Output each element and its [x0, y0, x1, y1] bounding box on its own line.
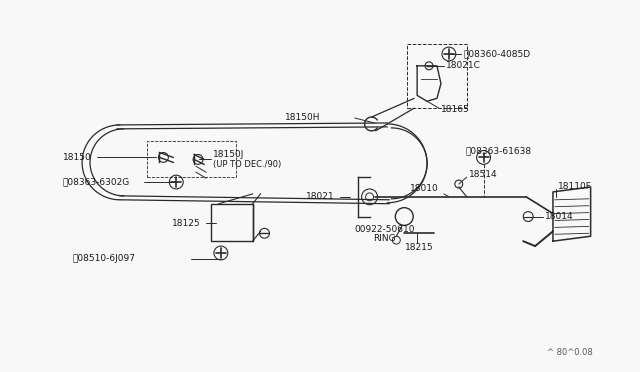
Bar — [407, 44, 467, 108]
Text: 18150: 18150 — [63, 153, 92, 162]
Text: ^ 80^0.08: ^ 80^0.08 — [547, 349, 593, 357]
Text: 18021C: 18021C — [446, 61, 481, 70]
Text: Ⓢ08360-4085D: Ⓢ08360-4085D — [464, 49, 531, 58]
Text: RING: RING — [373, 234, 396, 243]
Text: Ⓢ08363-61638: Ⓢ08363-61638 — [466, 146, 532, 155]
Text: 18514: 18514 — [468, 170, 497, 179]
Text: 18125: 18125 — [172, 219, 201, 228]
Text: 18150H: 18150H — [285, 113, 320, 122]
Text: Ⓢ08363-6302G: Ⓢ08363-6302G — [62, 177, 129, 187]
Text: 18014: 18014 — [545, 212, 573, 221]
Text: 18010: 18010 — [410, 185, 439, 193]
Text: 18110F: 18110F — [558, 182, 592, 190]
Text: 18165: 18165 — [441, 105, 470, 114]
Text: (UP TO DEC./90): (UP TO DEC./90) — [213, 160, 281, 169]
Bar — [211, 204, 253, 241]
Text: 18150J: 18150J — [213, 150, 244, 159]
Text: 18021: 18021 — [307, 192, 335, 201]
Text: 18215: 18215 — [405, 243, 433, 251]
Text: Ⓢ08510-6J097: Ⓢ08510-6J097 — [72, 254, 135, 263]
Text: 00922-50610: 00922-50610 — [354, 225, 415, 234]
